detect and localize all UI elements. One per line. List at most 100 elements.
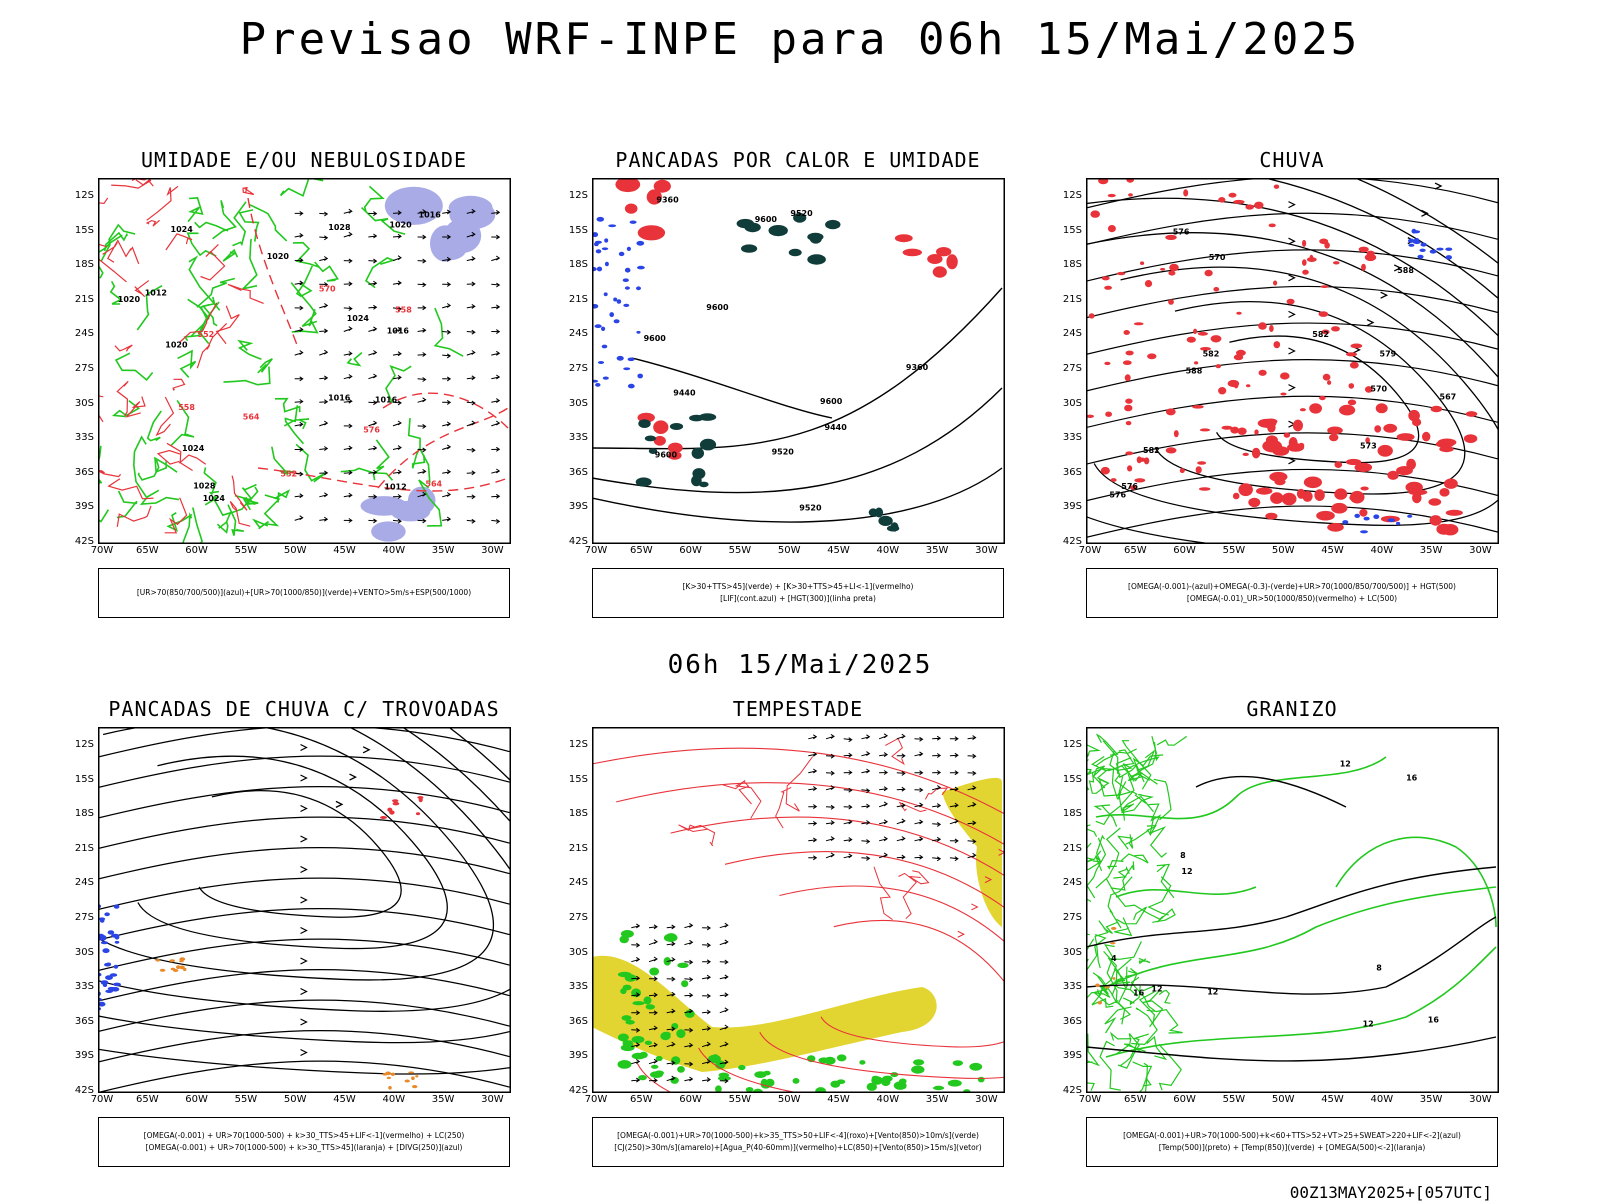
contour-label: 9600 <box>655 450 678 459</box>
lat-tick-label: 21S <box>1062 293 1082 305</box>
wind-vector <box>417 305 427 311</box>
wind-vector <box>861 803 871 809</box>
lon-tick-label: 55W <box>728 1094 752 1105</box>
shaded-area <box>637 373 643 379</box>
wind-vector <box>343 351 353 356</box>
lon-tick-label: 30W <box>481 545 504 556</box>
panel-title: PANCADAS POR CALOR E UMIDADE <box>615 148 981 172</box>
shaded-area <box>624 974 637 982</box>
lon-tick-label: 70W <box>584 545 608 556</box>
instability-green <box>868 507 900 532</box>
lon-tick-label: 45W <box>1321 1094 1344 1105</box>
shaded-area <box>104 912 110 917</box>
contour-line <box>1122 985 1141 1006</box>
contour-line <box>227 283 264 304</box>
map-frame <box>1086 178 1499 544</box>
contour-line <box>136 285 163 331</box>
wind-vector <box>666 941 676 947</box>
contour-line <box>1114 917 1133 937</box>
shaded-area <box>1133 322 1144 326</box>
legend-line: [OMEGA(-0.01)_UR>50(1000/850)(vermelho) … <box>1186 594 1398 603</box>
wind-vector <box>466 447 476 453</box>
streamline-arrow <box>1288 347 1296 355</box>
wind-vector <box>294 327 304 332</box>
wind-vector <box>392 326 402 332</box>
wind-vector <box>914 736 924 742</box>
wind-vector <box>702 1009 712 1015</box>
streamline <box>98 1030 511 1063</box>
shaded-area <box>1314 489 1325 501</box>
shaded-area <box>1245 204 1254 210</box>
shaded-area <box>1218 387 1227 395</box>
lat-tick-label: 12S <box>1062 190 1082 201</box>
shaded-area <box>1396 433 1415 441</box>
shaded-area <box>1228 192 1237 198</box>
contour-label: 588 <box>1186 367 1203 376</box>
contour-line <box>1158 1043 1182 1091</box>
wind-vector <box>294 210 304 216</box>
legend-line: [OMEGA(-0.001)-(azul)+OMEGA(-0.3)-(verde… <box>1128 582 1456 591</box>
wind-vector <box>896 786 906 792</box>
shaded-area <box>1269 325 1274 332</box>
wind-vector <box>843 837 853 843</box>
shaded-area <box>1302 239 1307 247</box>
streamline <box>616 782 1005 846</box>
shaded-area <box>866 1082 877 1091</box>
legend-line: [CJ(250)>30m/s](amarelo)+[Agua_P(40-60mm… <box>614 1143 982 1152</box>
shaded-area <box>1269 471 1288 482</box>
shaded-area <box>449 200 496 230</box>
wind-vector <box>343 423 353 429</box>
shaded-area <box>1186 336 1196 343</box>
contour-line <box>179 302 218 343</box>
lat-tick-label: 27S <box>74 912 94 923</box>
wind-vector <box>319 303 329 309</box>
contour-line <box>885 737 905 766</box>
lon-tick-label: 65W <box>1123 545 1147 556</box>
contour-label: 12 <box>1181 867 1192 876</box>
contour-line <box>155 396 175 437</box>
shaded-area <box>646 189 662 205</box>
wind-vector <box>896 802 906 808</box>
contour-label: 9600 <box>706 303 729 312</box>
shaded-area <box>1321 329 1330 335</box>
contour-line <box>785 756 814 812</box>
contour-line <box>257 358 273 374</box>
wind-vector <box>861 820 871 825</box>
wind-vector <box>466 518 476 524</box>
shaded-area <box>1319 395 1326 401</box>
shaded-area <box>617 1060 632 1069</box>
contour-label: 1016 <box>387 326 410 335</box>
wind-vector <box>879 786 889 792</box>
contour-label: 1024 <box>347 314 370 323</box>
streamline-arrow <box>957 930 965 938</box>
shaded-area <box>1160 267 1166 271</box>
map-frame <box>592 727 1005 1093</box>
wind-vector <box>442 516 452 522</box>
shaded-area <box>1125 350 1134 356</box>
legend-line: [OMEGA(-0.001)+UR>70(1000-500)+k>35_TTS>… <box>617 1131 979 1140</box>
shaded-area <box>1422 431 1431 442</box>
shaded-area <box>807 232 824 241</box>
wind-vector <box>442 399 452 405</box>
shaded-area <box>1134 478 1146 483</box>
lon-tick-label: 65W <box>629 1094 653 1105</box>
streamline <box>98 877 511 911</box>
contour-line <box>1102 740 1131 793</box>
wind-vector <box>442 303 452 309</box>
wind-vector <box>648 1025 658 1031</box>
lat-tick-label: 42S <box>1062 536 1082 547</box>
lat-tick-label: 33S <box>568 432 588 444</box>
shaded-area <box>1465 411 1478 417</box>
wind-vector <box>702 959 712 965</box>
shaded-area <box>1345 352 1358 357</box>
wind-vector <box>808 734 818 740</box>
shaded-area <box>408 1071 415 1074</box>
shaded-area <box>1273 341 1281 349</box>
shaded-area <box>1210 335 1222 343</box>
shaded-area <box>1383 423 1398 433</box>
wind-vector <box>368 400 378 406</box>
streamline <box>98 816 511 850</box>
wind-vector <box>719 992 729 998</box>
lat-tick-label: 15S <box>1062 224 1082 236</box>
